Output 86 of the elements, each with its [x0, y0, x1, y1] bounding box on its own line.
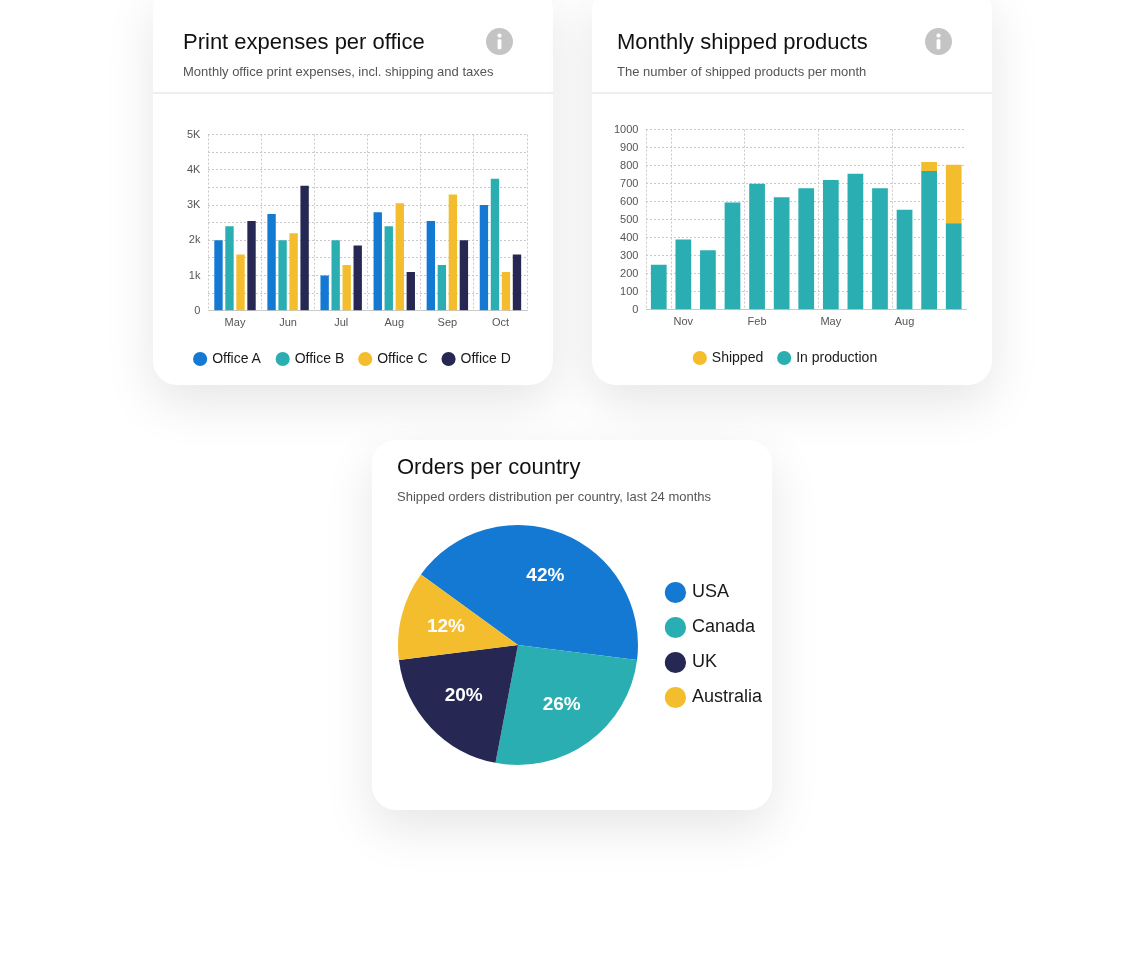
legend-label: Office C — [377, 349, 428, 366]
y-tick-label: 4K — [186, 162, 202, 175]
bar — [459, 240, 469, 311]
y-tick-label: 300 — [620, 248, 639, 261]
chart-subtitle: The number of shipped products per month — [617, 64, 867, 80]
data-label: 20% — [444, 684, 483, 706]
bar — [395, 203, 404, 311]
chart-title: Orders per country — [397, 454, 581, 480]
bar — [921, 171, 937, 310]
y-tick-label: 500 — [620, 212, 639, 225]
bar — [236, 254, 245, 311]
bar — [896, 209, 913, 310]
y-tick-label: 600 — [620, 194, 639, 207]
bar — [798, 188, 815, 310]
y-tick-label: 0 — [632, 302, 639, 315]
data-label: 42% — [526, 564, 565, 586]
legend-label: In production — [796, 348, 878, 365]
chart-subtitle: Monthly office print expenses, incl. shipping and taxes — [183, 64, 494, 80]
bar — [406, 272, 415, 311]
bar — [501, 272, 511, 311]
bar — [872, 188, 888, 310]
legend-label: Shipped — [711, 348, 764, 365]
y-tick-label: 900 — [620, 140, 639, 153]
legend-label: UK — [691, 651, 717, 672]
chart-title: Monthly shipped products — [617, 29, 868, 55]
bar — [749, 183, 765, 310]
bar — [448, 194, 458, 311]
x-tick-label: Nov — [673, 315, 694, 328]
bar — [490, 178, 500, 311]
bar — [479, 205, 489, 311]
y-tick-label: 3K — [186, 198, 202, 211]
bar — [267, 213, 276, 311]
legend-label: USA — [691, 581, 729, 602]
x-tick-label: Sep — [437, 316, 458, 329]
x-tick-label: Feb — [747, 315, 767, 328]
bar — [373, 212, 382, 311]
bar — [342, 264, 351, 311]
y-tick-label: 5K — [186, 127, 202, 140]
bar — [945, 164, 962, 224]
legend-label: Canada — [691, 616, 757, 637]
bar — [289, 233, 298, 311]
legend-label: Office B — [294, 349, 345, 366]
bar — [278, 240, 287, 311]
bar — [773, 197, 790, 310]
bar — [353, 245, 362, 311]
bar — [822, 180, 839, 310]
x-tick-label: May — [820, 315, 842, 328]
bar — [847, 173, 864, 310]
bar — [247, 220, 256, 311]
bar — [512, 254, 522, 311]
y-tick-label: 2k — [188, 233, 201, 246]
legend-label: Australia — [691, 686, 763, 707]
y-tick-label: 1k — [188, 268, 201, 281]
x-tick-label: Aug — [384, 316, 405, 329]
y-tick-label: 800 — [620, 158, 639, 171]
bar — [437, 264, 447, 311]
bar — [320, 275, 329, 311]
bar — [300, 185, 309, 311]
bar — [650, 264, 667, 310]
bar — [331, 240, 340, 311]
legend-label: Office D — [460, 349, 511, 366]
bar — [921, 162, 937, 172]
bar — [700, 250, 716, 310]
y-tick-label: 700 — [620, 176, 639, 189]
bar — [214, 240, 223, 311]
y-tick-label: 200 — [620, 266, 639, 279]
legend-label: Office A — [212, 349, 262, 366]
bar — [426, 220, 436, 311]
y-tick-label: 400 — [620, 230, 639, 243]
x-tick-label: Jul — [334, 316, 349, 329]
bar — [724, 202, 741, 310]
x-tick-label: May — [224, 316, 246, 329]
y-tick-label: 0 — [194, 303, 201, 316]
bar — [675, 239, 692, 310]
x-tick-label: Aug — [894, 315, 915, 328]
bar — [945, 223, 962, 310]
data-label: 26% — [542, 693, 581, 715]
bar — [384, 226, 393, 311]
bar — [225, 226, 234, 311]
y-tick-label: 1000 — [613, 122, 639, 135]
chart-subtitle: Shipped orders distribution per country, last 24 months — [397, 489, 712, 505]
data-label: 12% — [426, 614, 466, 636]
chart-title: Print expenses per office — [183, 29, 425, 55]
x-tick-label: Oct — [491, 316, 510, 329]
y-tick-label: 100 — [620, 284, 639, 297]
x-tick-label: Jun — [279, 316, 297, 329]
